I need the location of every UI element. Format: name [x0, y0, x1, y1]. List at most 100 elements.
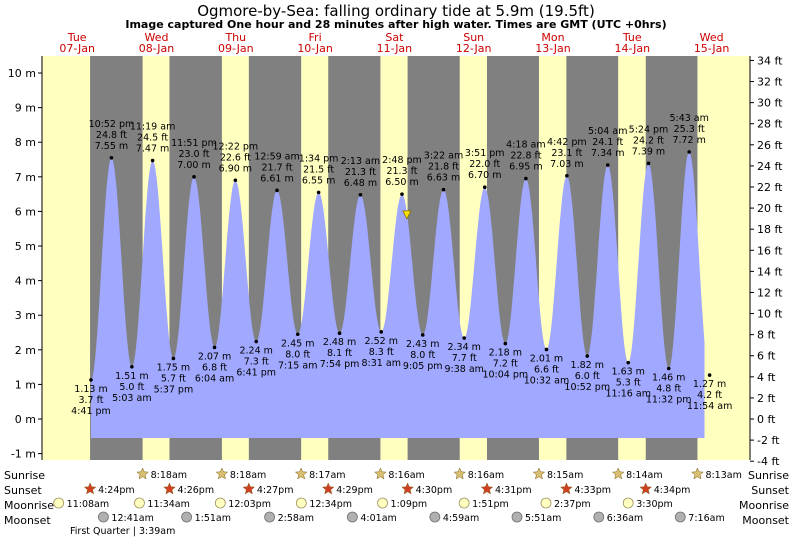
sunrise-time: 8:13am	[705, 470, 741, 481]
low-tide-ft: 6.6 ft	[534, 364, 559, 375]
low-tide-ft: 7.7 ft	[452, 353, 477, 364]
low-tide-ft: 8.1 ft	[327, 348, 352, 359]
low-tide-ft: 6.0 ft	[575, 371, 600, 382]
low-tide-time: 9:05 pm	[403, 361, 443, 372]
right-tick-label: 26 ft	[757, 139, 783, 152]
moonrise-time: 2:37pm	[554, 499, 591, 510]
sunrise-time: 8:17am	[309, 470, 345, 481]
high-tide-m: 6.70 m	[468, 170, 501, 181]
tide-point	[482, 185, 487, 189]
moonrise-time: 3:30pm	[636, 499, 673, 510]
right-tick-label: 0 ft	[757, 413, 776, 426]
tide-point	[687, 150, 691, 154]
sunset-time: 4:31pm	[495, 485, 532, 496]
high-tide-ft: 22.0 ft	[469, 159, 500, 170]
sunrise-star-icon	[691, 467, 704, 480]
high-tide-time: 2:48 pm	[382, 155, 422, 166]
tide-point	[420, 333, 425, 337]
tide-point	[441, 187, 446, 192]
high-tide-ft: 24.8 ft	[96, 130, 127, 141]
low-tide-ft: 8.3 ft	[369, 347, 394, 358]
moonset-time: 4:01am	[360, 513, 396, 524]
moonrise-icon	[134, 497, 145, 509]
low-tide-m: 2.07 m	[198, 351, 231, 362]
right-tick-label: 14 ft	[757, 265, 783, 278]
day-date: 12-Jan	[456, 42, 492, 55]
moonset-label-left: Moonset	[4, 514, 51, 527]
low-tide-m: 2.01 m	[530, 353, 563, 364]
moonset-time: 5:51am	[525, 513, 561, 524]
day-date: 11-Jan	[377, 42, 413, 55]
high-tide-ft: 21.8 ft	[428, 162, 459, 173]
tide-point	[379, 330, 384, 334]
current-level-marker	[402, 210, 412, 220]
right-tick-label: 4 ft	[757, 371, 776, 384]
day-date: 08-Jan	[139, 42, 175, 55]
moonset-time: 6:36am	[607, 513, 643, 524]
sunset-label-left: Sunset	[4, 484, 42, 497]
right-tick-label: 20 ft	[757, 202, 783, 215]
right-tick-label: -4 ft	[757, 455, 780, 468]
left-tick-label: 5 m	[15, 240, 36, 253]
axes: -1 m 0 m 1 m 2 m 3 m 4 m 5 m 6 m 7 m 8 m 9 m 10 m -4…	[8, 54, 783, 468]
high-tide-m: 6.90 m	[219, 163, 252, 174]
moonset-time: 12:41am	[111, 513, 153, 524]
low-tide-time: 8:31 am	[362, 358, 401, 369]
sunrise-star-icon	[374, 467, 387, 480]
day-date: 14-Jan	[615, 42, 651, 55]
sunrise-time: 8:16am	[468, 470, 504, 481]
tide-point	[544, 347, 549, 352]
high-tide-m: 6.55 m	[302, 175, 335, 186]
moonrise-time: 1:09pm	[391, 499, 428, 510]
low-tide-time: 5:03 am	[112, 393, 151, 404]
tide-point	[666, 366, 671, 371]
moonset-icon	[429, 511, 441, 523]
left-tick-label: 3 m	[15, 309, 36, 322]
low-tide-m: 2.52 m	[365, 336, 398, 347]
moonset-icon	[674, 511, 686, 523]
high-tide-ft: 24.1 ft	[592, 137, 623, 148]
moonrise-time: 11:08am	[67, 499, 109, 510]
moonset-icon	[264, 511, 275, 523]
moonset-time: 7:16am	[688, 513, 724, 524]
sunrise-star-icon	[611, 467, 625, 480]
tide-point	[109, 155, 114, 160]
tide-point	[358, 193, 363, 197]
tide-point	[192, 175, 196, 179]
low-tide-ft: 4.2 ft	[697, 390, 722, 401]
moonset-time: 2:58am	[278, 513, 314, 524]
sunrise-label-right: Sunrise	[748, 469, 789, 482]
tide-curve	[91, 151, 705, 438]
low-tide-time: 11:16 am	[605, 389, 650, 400]
moonset-icon	[181, 511, 192, 523]
tide-point	[212, 345, 217, 350]
high-tide-time: 4:18 am	[506, 140, 545, 151]
high-tide-ft: 21.5 ft	[303, 164, 334, 175]
right-tick-label: 30 ft	[757, 97, 783, 110]
low-tide-time: 7:54 pm	[320, 359, 360, 370]
low-tide-time: 5:37 pm	[154, 384, 194, 395]
low-tide-time: 10:52 pm	[564, 382, 610, 393]
low-tide-m: 1.51 m	[115, 371, 148, 382]
right-tick-label: 32 ft	[757, 76, 783, 89]
sunset-star-icon	[480, 482, 494, 495]
low-tide-time: 6:41 pm	[236, 368, 276, 379]
low-tide-ft: 4.8 ft	[656, 384, 681, 395]
high-tide-time: 1:34 pm	[299, 153, 339, 164]
high-tide-time: 12:59 am	[254, 151, 299, 162]
tide-point	[524, 176, 528, 181]
left-tick-label: 8 m	[15, 136, 36, 149]
low-tide-ft: 6.8 ft	[202, 362, 227, 373]
sunset-star-icon	[242, 482, 256, 495]
moon-phase-note: First Quarter | 3:39am	[70, 526, 175, 537]
high-tide-ft: 21.3 ft	[386, 166, 417, 177]
high-tide-m: 7.39 m	[632, 146, 665, 157]
moonset-icon	[511, 511, 523, 523]
moonrise-label-left: Moonrise	[4, 499, 54, 512]
sunset-time: 4:33pm	[574, 485, 611, 496]
left-tick-label: 0 m	[15, 413, 36, 426]
tide-point	[565, 173, 569, 178]
right-tick-label: 34 ft	[757, 54, 783, 67]
tide-point	[605, 163, 610, 167]
